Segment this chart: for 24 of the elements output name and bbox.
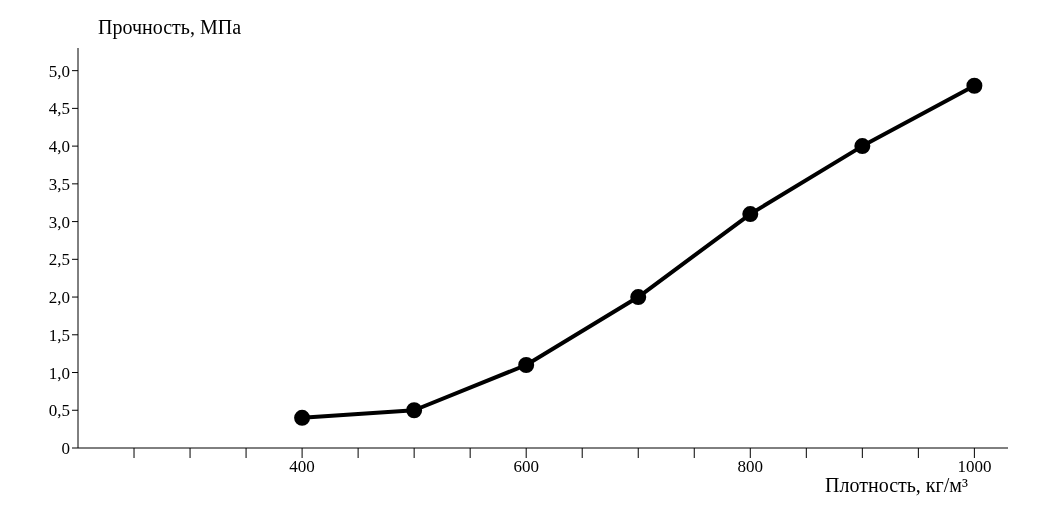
- y-tick-label: 0,5: [48, 401, 70, 421]
- x-tick-label: 800: [737, 457, 764, 477]
- y-tick-label: 0: [61, 439, 70, 459]
- point: [854, 138, 871, 155]
- x-tick-label: 400: [289, 457, 315, 477]
- y-tick-label: 2,5: [48, 250, 70, 270]
- point: [630, 289, 647, 306]
- y-axis-title: Прочность, МПа: [98, 16, 242, 39]
- point: [406, 402, 423, 419]
- point: [294, 409, 311, 426]
- y-tick-label: 4,0: [48, 137, 70, 157]
- point: [518, 356, 535, 373]
- y-tick-label: 1,5: [48, 325, 70, 345]
- point: [742, 206, 759, 223]
- y-tick-label: 3,0: [48, 212, 70, 232]
- x-axis-title: Плотность, кг/м³: [825, 474, 968, 497]
- y-tick-label: 1,0: [48, 363, 70, 383]
- x-tick-label: 1000: [957, 457, 992, 477]
- y-tick-label: 4,5: [48, 99, 70, 119]
- y-tick-label: 2,0: [48, 288, 70, 308]
- point: [966, 77, 983, 94]
- y-tick-label: 3,5: [48, 174, 70, 194]
- x-tick-label: 600: [513, 457, 539, 477]
- y-tick-label: 5,0: [48, 61, 70, 81]
